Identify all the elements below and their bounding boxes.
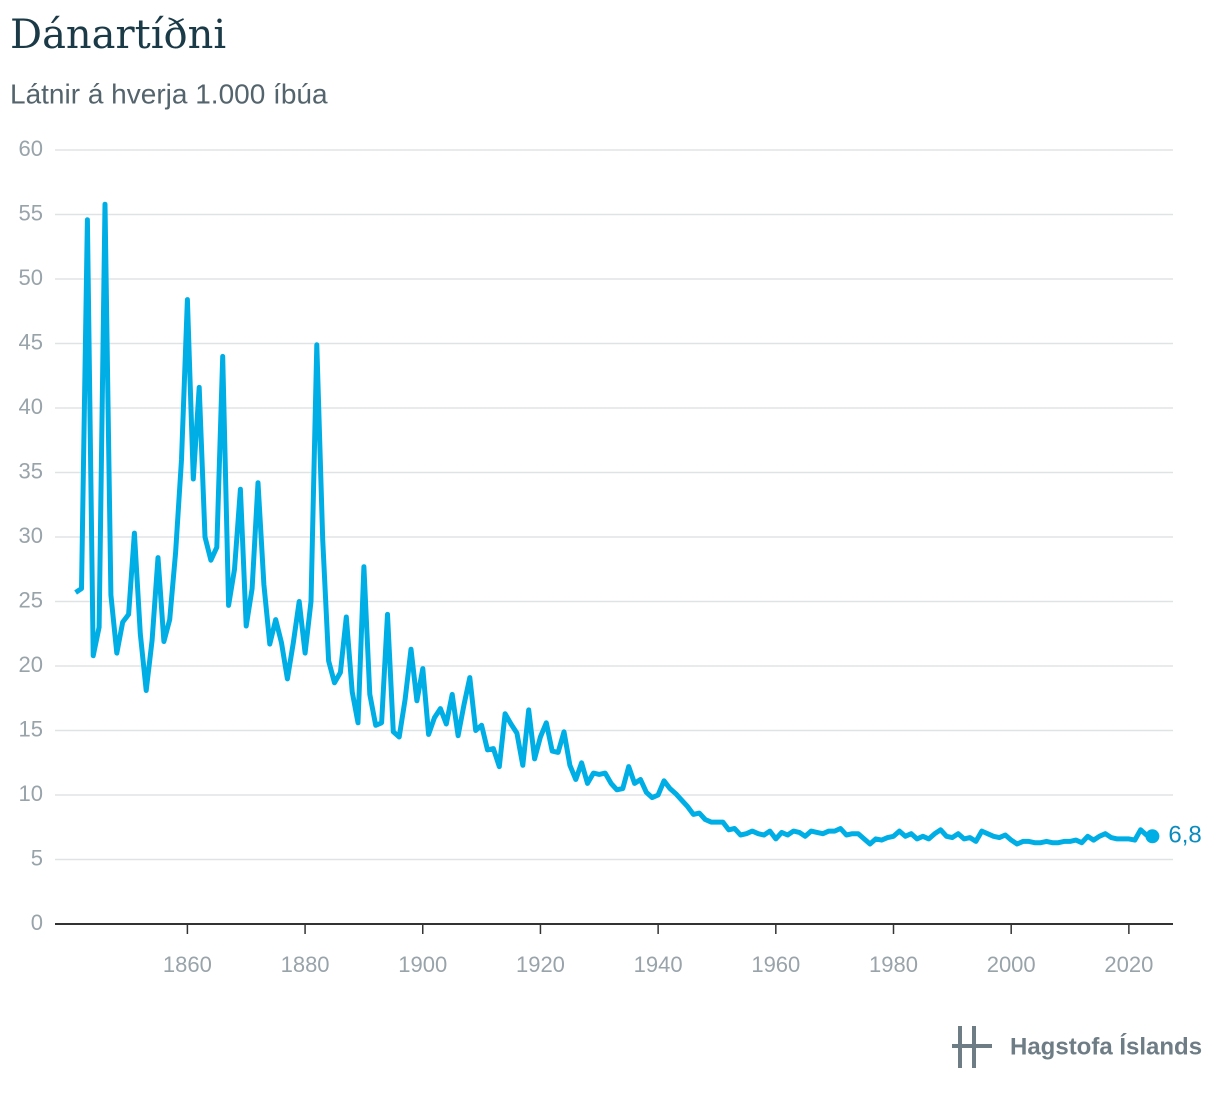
x-tick-label: 1920	[516, 952, 565, 977]
y-tick-label: 20	[19, 652, 43, 677]
x-tick-label: 1940	[634, 952, 683, 977]
y-tick-label: 0	[31, 910, 43, 935]
x-tick-label: 1860	[163, 952, 212, 977]
x-tick-label: 2020	[1104, 952, 1153, 977]
source-logo-text: Hagstofa Íslands	[1010, 1032, 1202, 1060]
y-tick-label: 5	[31, 845, 43, 870]
chart-subtitle: Látnir á hverja 1.000 íbúa	[10, 78, 328, 109]
y-tick-label: 35	[19, 458, 43, 483]
x-tick-label: 2000	[987, 952, 1036, 977]
y-tick-label: 15	[19, 716, 43, 741]
logo	[952, 1026, 992, 1068]
y-tick-label: 40	[19, 394, 43, 419]
data-line	[74, 201, 1153, 847]
y-tick-label: 50	[19, 265, 43, 290]
data-label: 6,8	[1168, 822, 1201, 849]
chart-title: Dánartíðni	[10, 12, 226, 58]
y-tick-label: 25	[19, 587, 43, 612]
x-tick-label: 1900	[398, 952, 447, 977]
end-point	[1145, 829, 1160, 844]
y-tick-label: 60	[19, 136, 43, 161]
y-tick-label: 10	[19, 781, 43, 806]
y-tick-label: 30	[19, 523, 43, 548]
x-tick-label: 1980	[869, 952, 918, 977]
x-tick-label: 1960	[751, 952, 800, 977]
y-tick-label: 45	[19, 329, 43, 354]
y-tick-label: 55	[19, 200, 43, 225]
x-tick-label: 1880	[281, 952, 330, 977]
